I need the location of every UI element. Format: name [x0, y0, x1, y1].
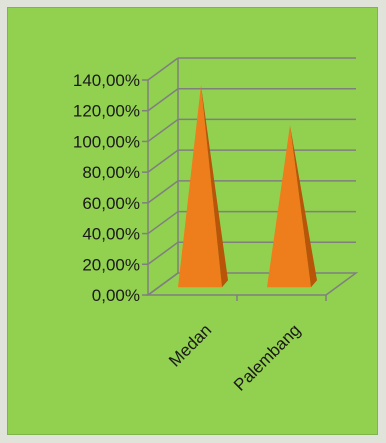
- gridline-depth: [147, 272, 179, 296]
- bar-palembang-front: [267, 125, 311, 288]
- gridline-depth: [147, 241, 179, 265]
- y-tick-label: 80,00%: [82, 163, 140, 182]
- y-tick-label: 140,00%: [73, 71, 140, 90]
- bars: [178, 85, 317, 288]
- y-tick-label: 120,00%: [73, 102, 140, 121]
- gridline-depth: [147, 88, 179, 112]
- x-category-label: Palembang: [230, 320, 304, 394]
- y-axis-ticks: 0,00% 20,00% 40,00% 60,00% 80,00% 100,00% 120,…: [73, 71, 140, 305]
- x-category-label: Medan: [165, 320, 215, 370]
- gridline-depth: [147, 118, 179, 143]
- gridline-depth: [147, 57, 179, 81]
- gridline-depth: [147, 149, 179, 173]
- chart-area: 0,00% 20,00% 40,00% 60,00% 80,00% 100,00% 120,…: [7, 7, 378, 435]
- bar-medan-side: [201, 85, 228, 288]
- gridline-depth: [147, 210, 179, 235]
- bar-medan-front: [178, 85, 222, 288]
- pyramid-bar-chart: 0,00% 20,00% 40,00% 60,00% 80,00% 100,00% 120,…: [73, 57, 359, 395]
- y-tick-label: 60,00%: [82, 194, 140, 213]
- y-tick-label: 40,00%: [82, 225, 140, 244]
- gridlines: [142, 57, 356, 301]
- x-axis-labels: Medan Palembang: [165, 320, 304, 394]
- bar-palembang-side: [290, 125, 317, 288]
- y-tick-label: 0,00%: [92, 286, 140, 305]
- y-tick-label: 100,00%: [73, 132, 140, 151]
- y-tick-label: 20,00%: [82, 255, 140, 274]
- chart-walls: [145, 58, 359, 296]
- gridline-depth: [147, 180, 179, 204]
